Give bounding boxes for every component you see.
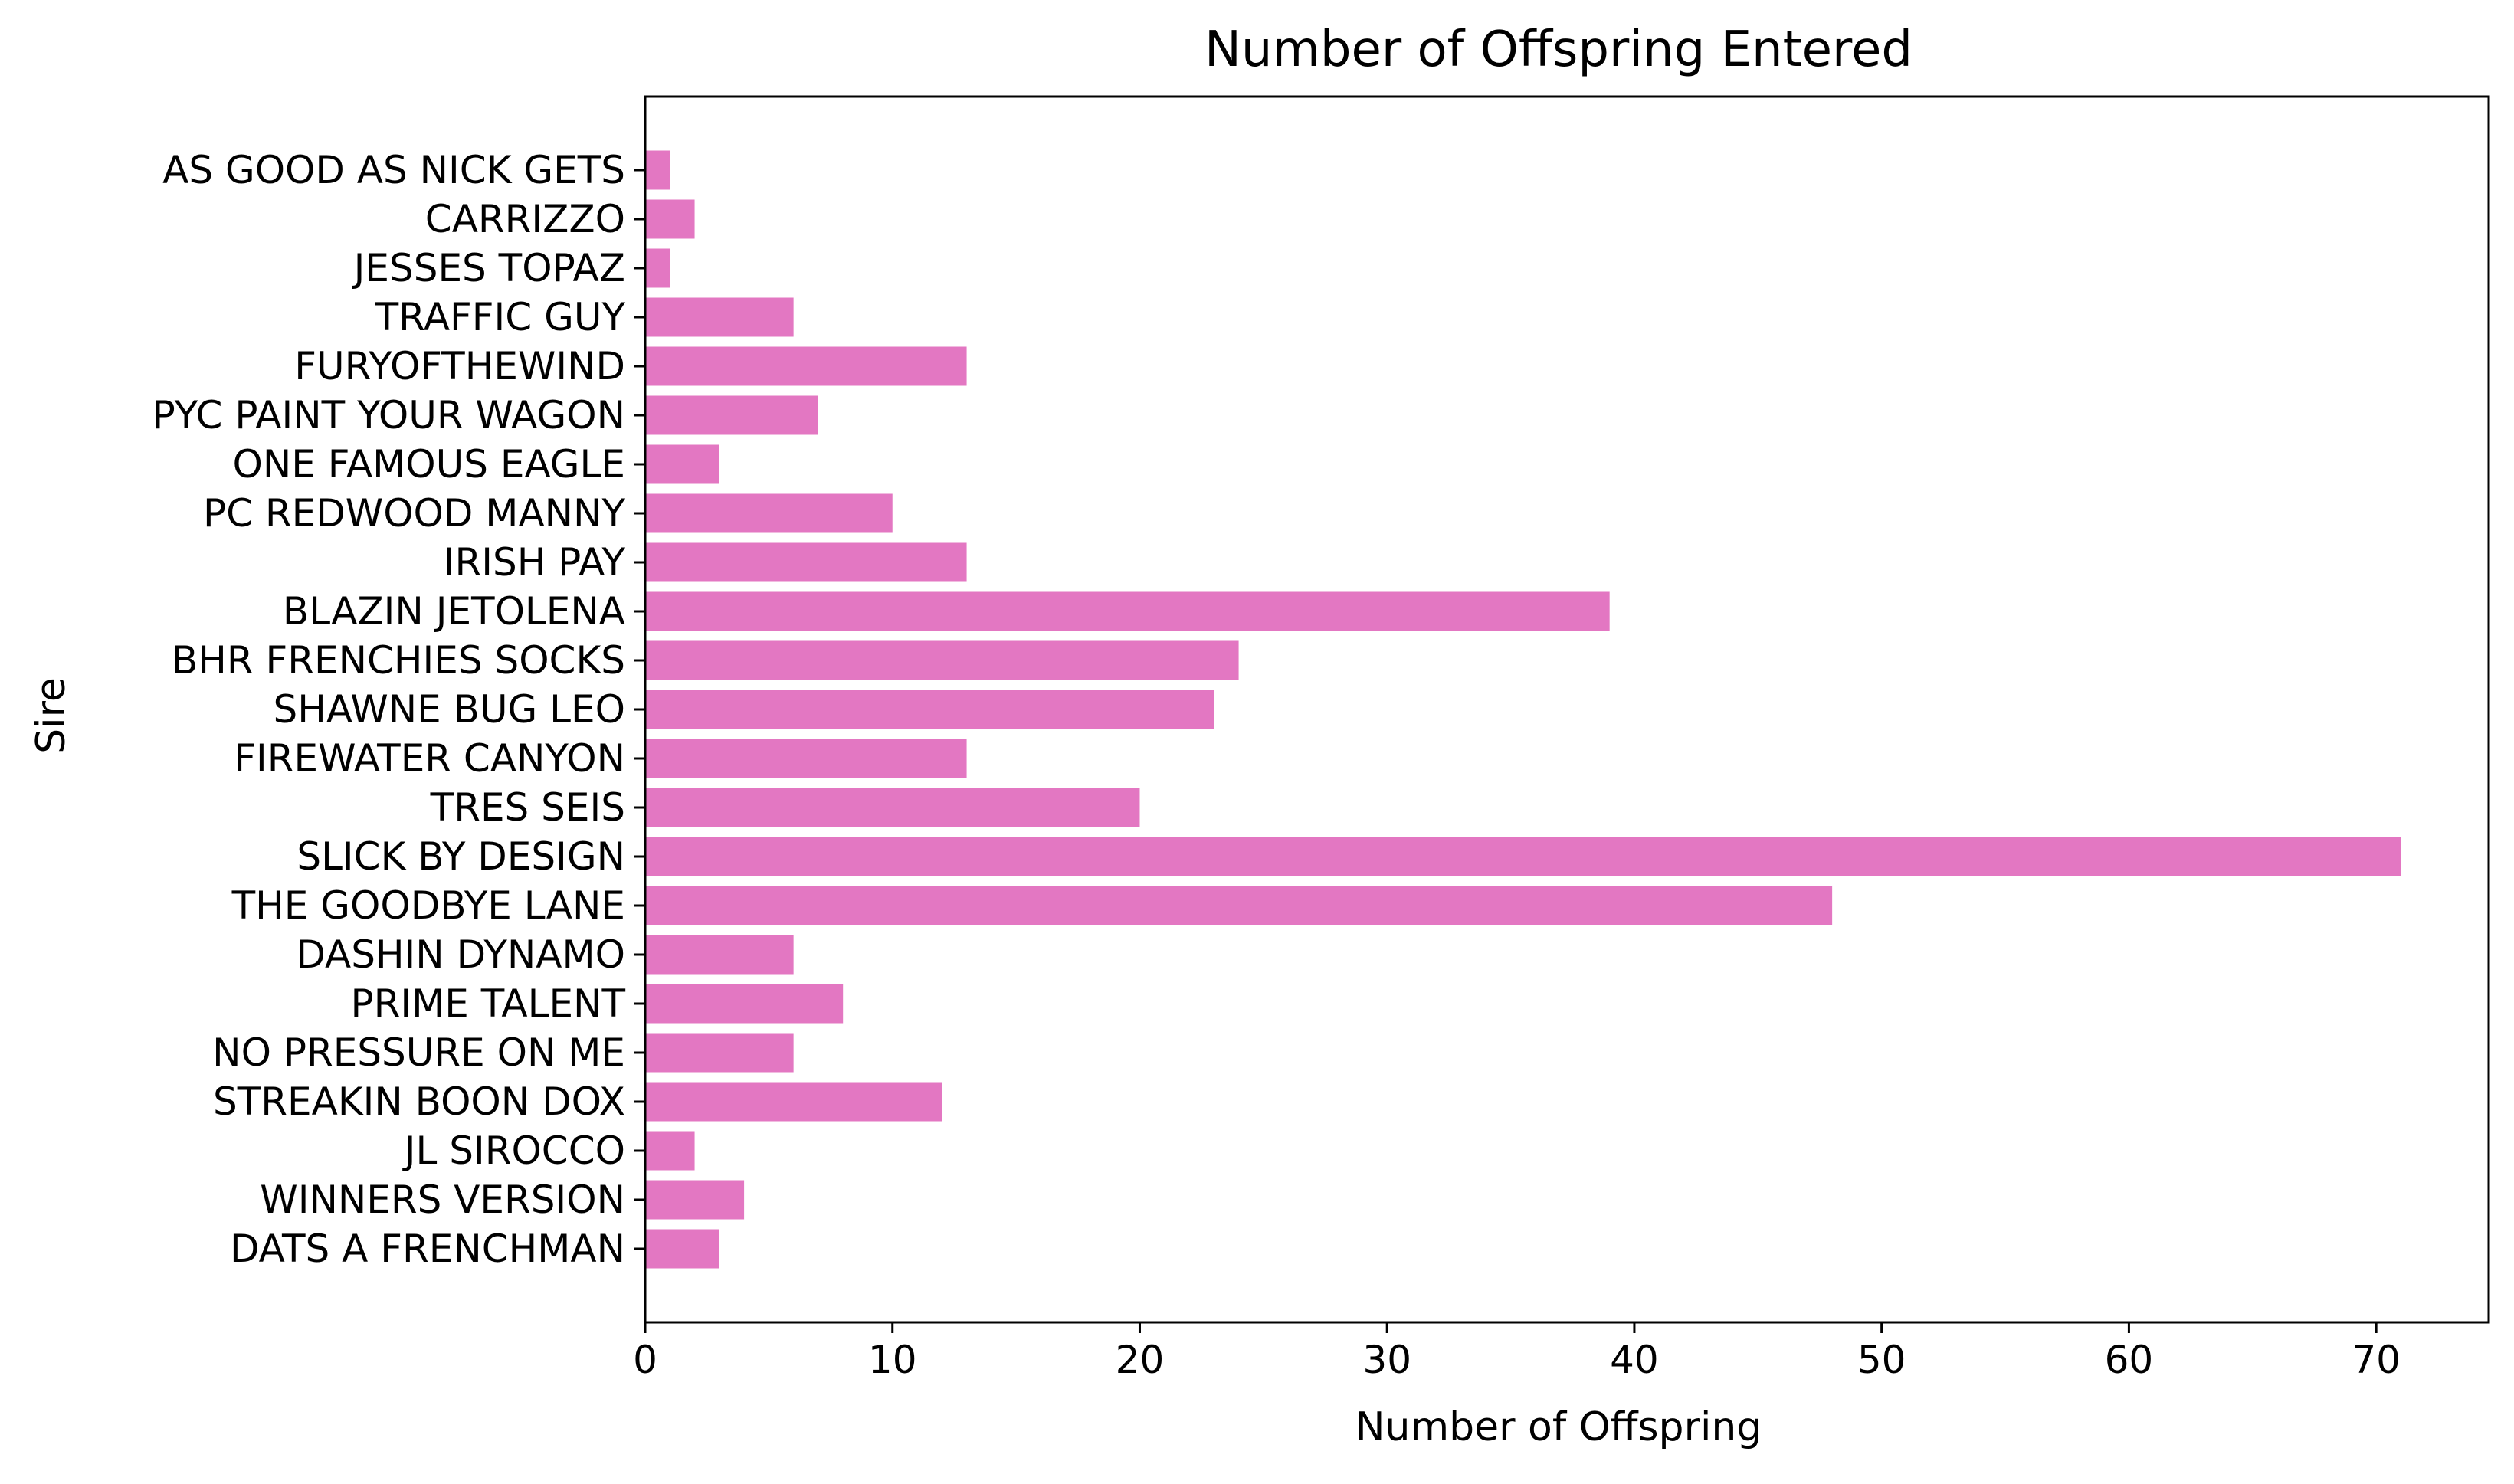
bar-blazin-jetolena bbox=[645, 591, 1610, 631]
bar-carrizzo bbox=[645, 199, 695, 239]
bar-irish-pay bbox=[645, 542, 967, 582]
x-tick-label: 0 bbox=[633, 1338, 657, 1382]
y-tick-label: SHAWNE BUG LEO bbox=[274, 687, 625, 732]
y-tick-label: ONE FAMOUS EAGLE bbox=[233, 442, 625, 486]
x-axis-ticks: 0 10 20 30 40 50 60 70 bbox=[633, 1322, 2401, 1382]
bar-streakin-boon-dox bbox=[645, 1082, 942, 1122]
bar-shawne-bug-leo bbox=[645, 690, 1214, 729]
x-tick-label: 70 bbox=[2352, 1338, 2401, 1382]
x-tick-label: 20 bbox=[1116, 1338, 1165, 1382]
chart-title: Number of Offspring Entered bbox=[1205, 21, 1913, 78]
y-tick-label: AS GOOD AS NICK GETS bbox=[162, 148, 625, 192]
y-tick-label: TRES SEIS bbox=[430, 785, 625, 830]
y-tick-label: TRAFFIC GUY bbox=[375, 295, 626, 339]
x-axis-label: Number of Offspring bbox=[1355, 1404, 1762, 1450]
bar-firewater-canyon bbox=[645, 739, 967, 778]
x-tick-label: 40 bbox=[1610, 1338, 1659, 1382]
y-tick-label: THE GOODBYE LANE bbox=[231, 883, 625, 928]
bar-tres-seis bbox=[645, 788, 1140, 827]
y-tick-label: STREAKIN BOON DOX bbox=[213, 1079, 625, 1124]
bar-pc-redwood-manny bbox=[645, 493, 893, 533]
bar-traffic-guy bbox=[645, 297, 794, 337]
y-axis-ticks: AS GOOD AS NICK GETS CARRIZZO JESSES TOPAZ… bbox=[152, 148, 645, 1271]
bar-as-good-as-nick-gets bbox=[645, 150, 670, 190]
y-tick-label: DATS A FRENCHMAN bbox=[230, 1227, 625, 1271]
y-tick-label: PRIME TALENT bbox=[350, 981, 625, 1026]
bar-prime-talent bbox=[645, 984, 844, 1024]
y-tick-label: CARRIZZO bbox=[425, 197, 625, 241]
x-tick-label: 10 bbox=[868, 1338, 917, 1382]
y-tick-label: FURYOFTHEWIND bbox=[294, 344, 625, 388]
bar-jl-sirocco bbox=[645, 1131, 695, 1171]
x-tick-label: 30 bbox=[1362, 1338, 1411, 1382]
bar-bhr-frenchies-socks bbox=[645, 640, 1239, 680]
x-tick-label: 60 bbox=[2105, 1338, 2154, 1382]
bar-furyofthewind bbox=[645, 346, 967, 386]
plot-frame bbox=[644, 95, 2490, 1324]
y-tick-label: DASHIN DYNAMO bbox=[296, 932, 625, 977]
y-tick-label: NO PRESSURE ON ME bbox=[212, 1030, 625, 1075]
bar-pyc-paint-your-wagon bbox=[645, 395, 818, 435]
bar-no-pressure-on-me bbox=[645, 1033, 794, 1073]
bar-one-famous-eagle bbox=[645, 444, 719, 484]
bar-dashin-dynamo bbox=[645, 935, 794, 975]
y-tick-label: JL SIROCCO bbox=[402, 1129, 625, 1173]
bar-the-goodbye-lane bbox=[645, 886, 1833, 925]
y-tick-label: IRISH PAY bbox=[444, 540, 626, 585]
y-tick-label: WINNERS VERSION bbox=[260, 1178, 625, 1222]
y-tick-label: SLICK BY DESIGN bbox=[297, 834, 625, 879]
y-tick-label: JESSES TOPAZ bbox=[352, 246, 625, 290]
bar-jesses-topaz bbox=[645, 248, 670, 288]
bar-winners-version bbox=[645, 1180, 745, 1220]
y-tick-label: BHR FRENCHIES SOCKS bbox=[172, 638, 625, 683]
bar-dats-a-frenchman bbox=[645, 1229, 719, 1269]
y-tick-label: FIREWATER CANYON bbox=[234, 736, 625, 781]
x-tick-label: 50 bbox=[1857, 1338, 1906, 1382]
y-tick-label: BLAZIN JETOLENA bbox=[283, 589, 625, 634]
bar-slick-by-design bbox=[645, 837, 2401, 876]
y-tick-label: PYC PAINT YOUR WAGON bbox=[152, 393, 625, 437]
y-tick-label: PC REDWOOD MANNY bbox=[203, 491, 625, 536]
y-axis-label: Sire bbox=[28, 677, 74, 754]
bars-group bbox=[645, 150, 2401, 1269]
